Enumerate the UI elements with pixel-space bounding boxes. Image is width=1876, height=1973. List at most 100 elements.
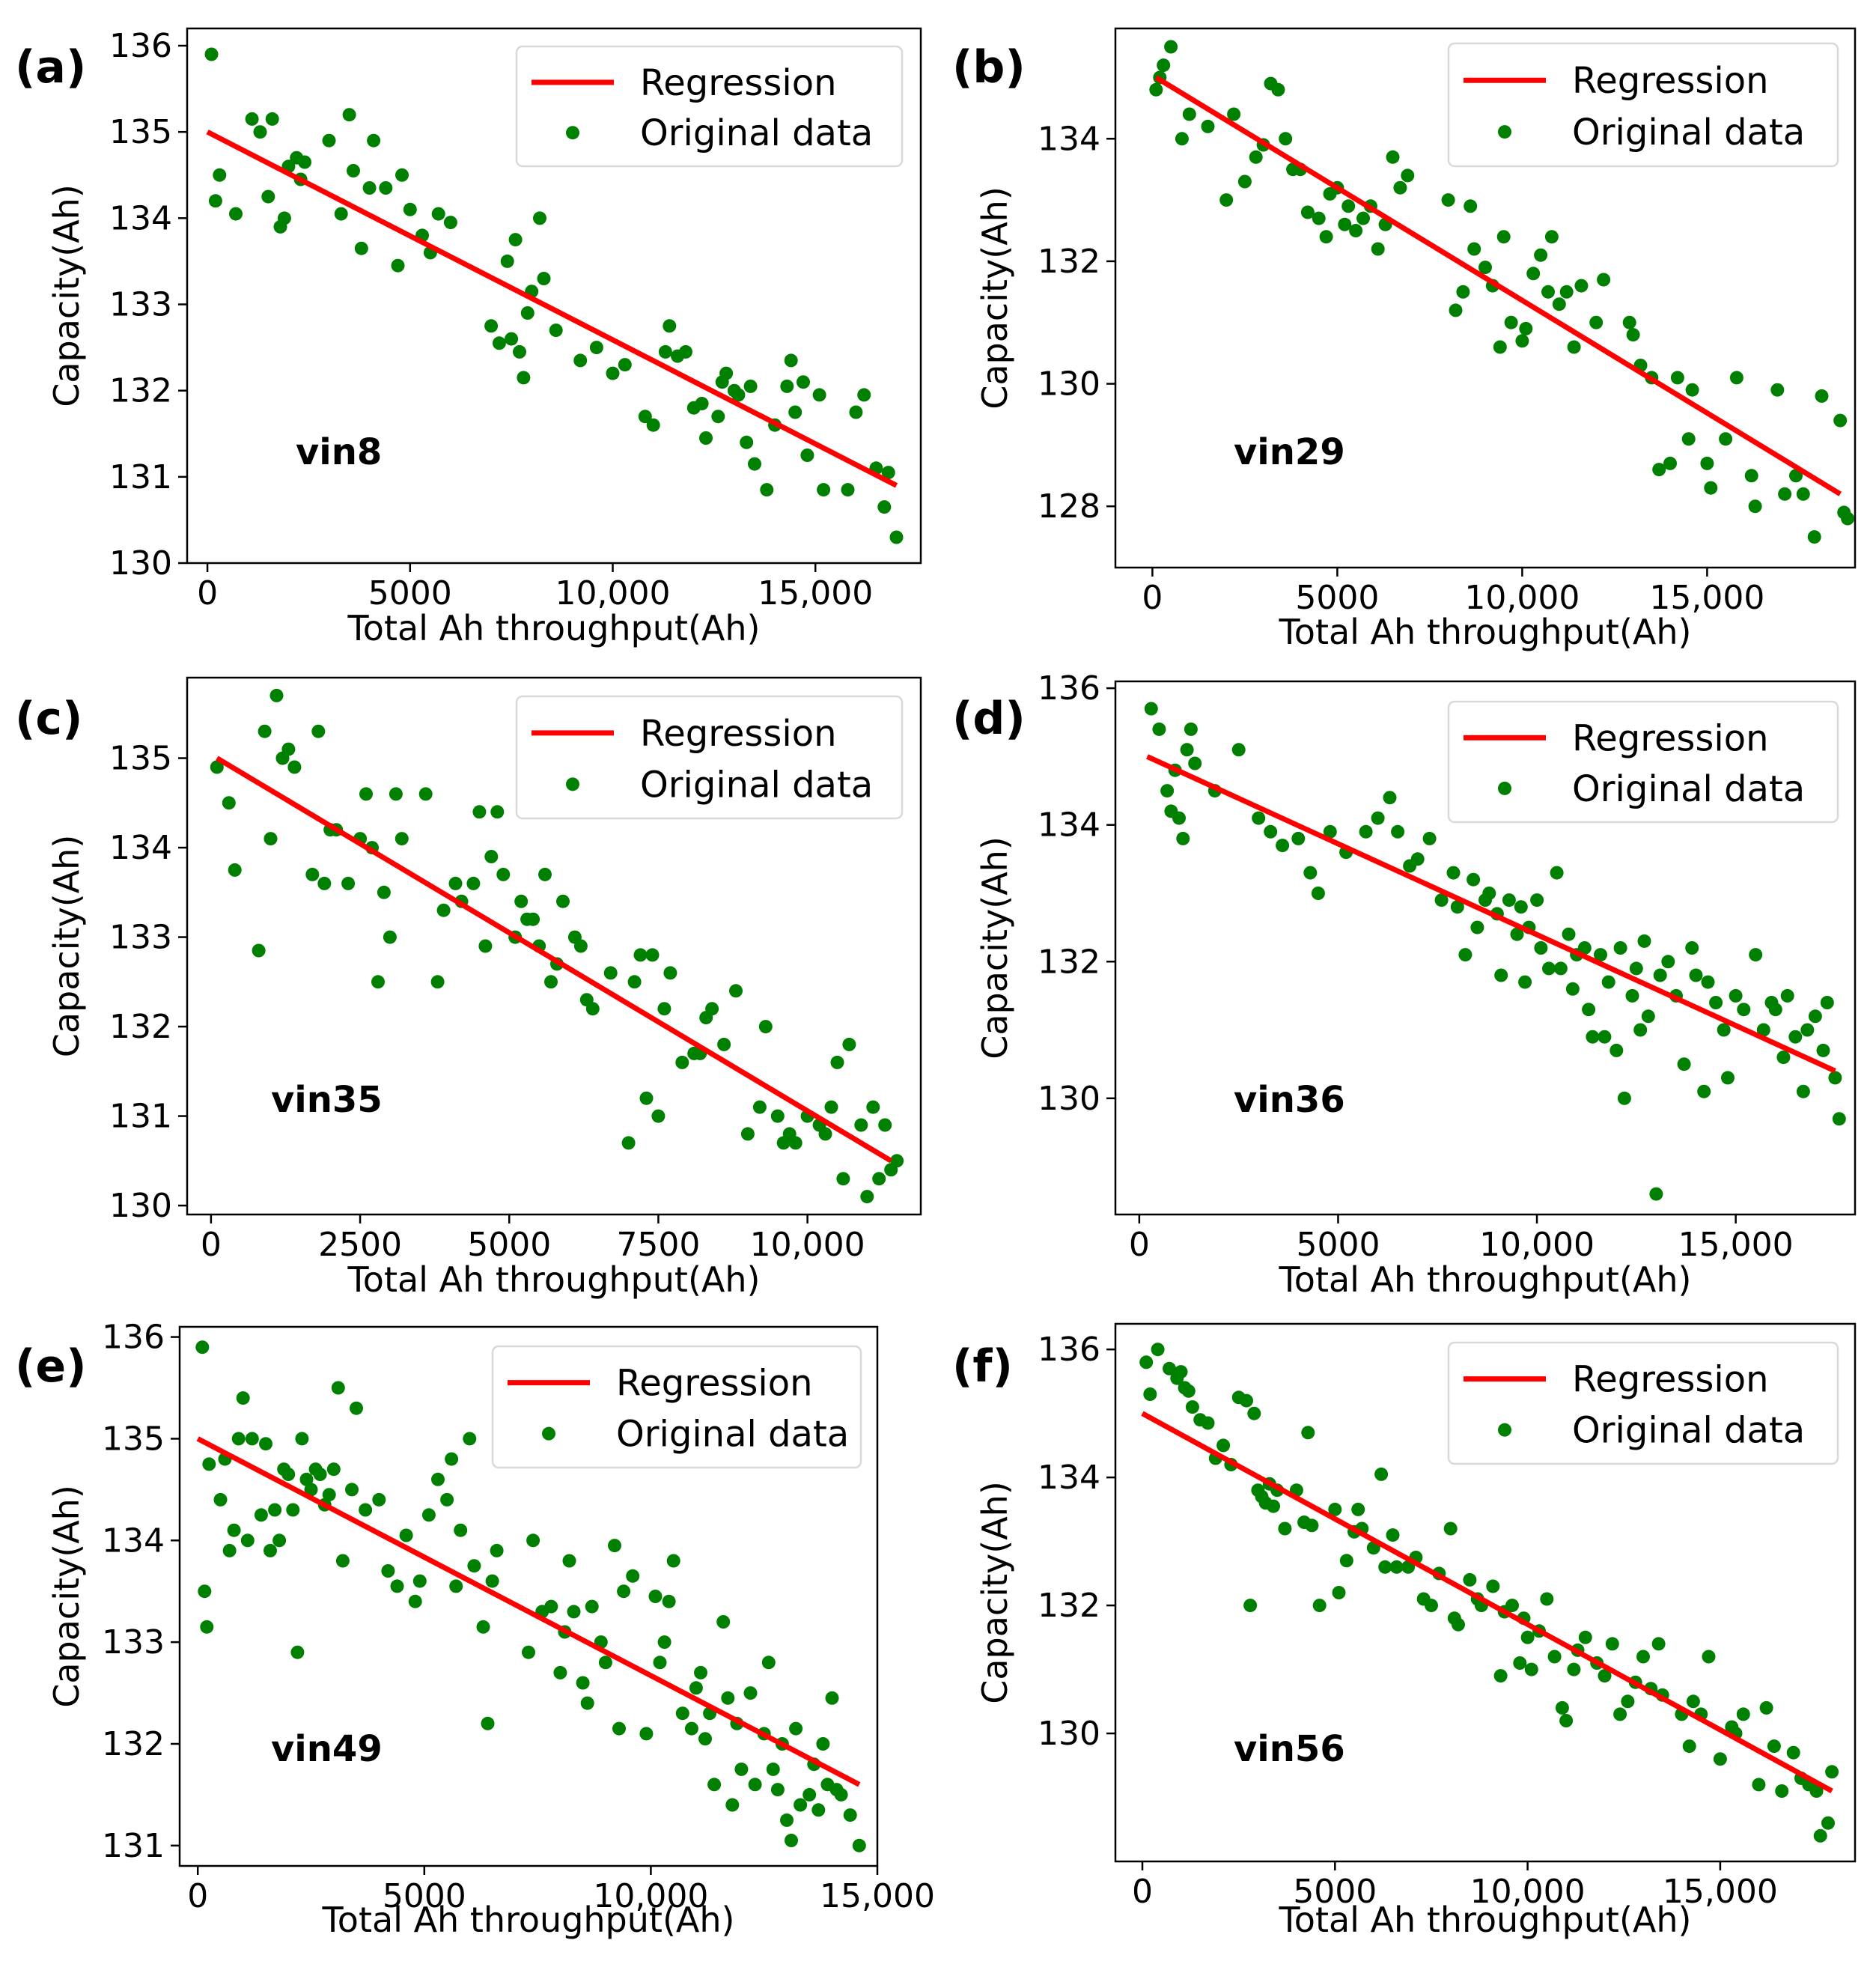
data-point — [1598, 1030, 1612, 1044]
vin-label: vin36 — [1234, 1079, 1345, 1121]
data-point — [481, 1716, 495, 1730]
data-point — [1175, 132, 1189, 146]
data-point — [490, 805, 505, 819]
data-point — [1271, 82, 1285, 97]
data-point — [231, 1432, 246, 1446]
data-point — [675, 1706, 689, 1721]
data-point — [359, 787, 373, 801]
data-point — [1578, 1630, 1592, 1644]
data-point — [1789, 469, 1803, 483]
x-tick-label: 10,000 — [750, 1226, 865, 1264]
data-point — [1808, 1009, 1822, 1024]
x-tick-label: 10,000 — [1470, 1873, 1586, 1911]
data-point — [1617, 1091, 1631, 1105]
data-point — [1770, 383, 1785, 397]
data-point — [484, 319, 499, 333]
legend-regression-label: Regression — [1572, 717, 1769, 759]
data-point — [305, 867, 320, 881]
data-point — [1626, 328, 1640, 342]
data-point — [389, 787, 403, 801]
plot-frame — [1114, 680, 1857, 1216]
data-point — [872, 1172, 886, 1186]
data-point — [1717, 1023, 1731, 1037]
y-tick-label: 128 — [1038, 487, 1100, 526]
data-point — [1663, 456, 1677, 470]
data-point — [467, 1559, 481, 1573]
data-point — [717, 1037, 731, 1051]
data-point — [1312, 1599, 1327, 1613]
data-point — [1252, 811, 1266, 825]
data-point — [213, 168, 227, 182]
data-point — [553, 1665, 567, 1679]
data-point — [367, 133, 381, 148]
data-point — [1828, 1071, 1842, 1085]
data-point — [258, 724, 272, 738]
data-point — [1833, 413, 1848, 428]
data-point — [1339, 1554, 1353, 1568]
data-point — [508, 233, 523, 247]
y-tick-label: 130 — [109, 1187, 172, 1225]
x-tick-label: 10,000 — [555, 574, 671, 612]
data-point — [585, 1002, 600, 1016]
data-point — [598, 1656, 612, 1670]
data-point — [1493, 340, 1507, 354]
data-point — [533, 211, 546, 225]
data-point — [202, 1457, 216, 1471]
data-point — [812, 388, 826, 402]
data-point — [780, 379, 794, 393]
data-point — [345, 1483, 359, 1497]
data-point — [290, 1645, 305, 1659]
data-point — [666, 1554, 680, 1568]
data-point — [1519, 321, 1533, 335]
x-tick-label: 5000 — [368, 574, 452, 612]
data-point — [1559, 285, 1574, 299]
data-point — [403, 202, 417, 216]
data-point — [1686, 1694, 1700, 1709]
data-point — [1530, 893, 1544, 908]
data-point — [1443, 1521, 1458, 1536]
y-tick-label: 130 — [1038, 365, 1100, 404]
data-point — [1597, 273, 1611, 287]
data-point — [1276, 839, 1290, 853]
data-point — [731, 388, 746, 402]
data-point — [626, 1569, 640, 1583]
data-point — [1737, 1003, 1751, 1017]
x-axis-label: Total Ah throughput(Ah) — [322, 1900, 735, 1940]
legend-point-swatch — [1498, 1423, 1511, 1437]
data-point — [576, 1676, 590, 1690]
chart-panel-b: 0 5000 10,000 15,000 128 130 132 134 Total Ah th… — [952, 27, 1857, 652]
data-point — [342, 108, 356, 122]
data-point — [210, 760, 224, 774]
data-point — [1807, 530, 1821, 544]
data-point — [1356, 211, 1370, 225]
y-tick-label: 134 — [109, 199, 172, 237]
data-point — [268, 1503, 282, 1517]
legend: Regression Original data — [1447, 700, 1839, 824]
data-point — [1586, 1030, 1600, 1044]
data-point — [1341, 199, 1356, 213]
y-tick-label: 134 — [109, 829, 172, 867]
data-point — [841, 483, 855, 497]
data-point — [716, 1615, 731, 1629]
data-point — [1629, 961, 1643, 976]
data-point — [1775, 1784, 1789, 1798]
data-point — [430, 975, 445, 989]
y-tick-label: 133 — [109, 919, 172, 957]
data-point — [252, 943, 266, 958]
data-point — [1359, 824, 1373, 839]
data-point — [1744, 469, 1758, 483]
scatter-series — [1149, 40, 1855, 544]
data-point — [1505, 1599, 1519, 1613]
data-point — [1534, 248, 1548, 262]
data-point — [463, 1432, 477, 1446]
data-point — [1441, 193, 1455, 207]
data-point — [1393, 180, 1407, 195]
x-tick-label: 5000 — [1296, 1226, 1380, 1264]
legend-point-swatch — [1498, 781, 1511, 795]
data-point — [431, 207, 445, 221]
x-axis-label: Total Ah throughput(Ah) — [347, 608, 761, 648]
x-tick-label: 10,000 — [593, 1877, 708, 1915]
data-point — [350, 1401, 363, 1415]
data-point — [371, 975, 385, 989]
data-point — [1605, 1637, 1619, 1651]
